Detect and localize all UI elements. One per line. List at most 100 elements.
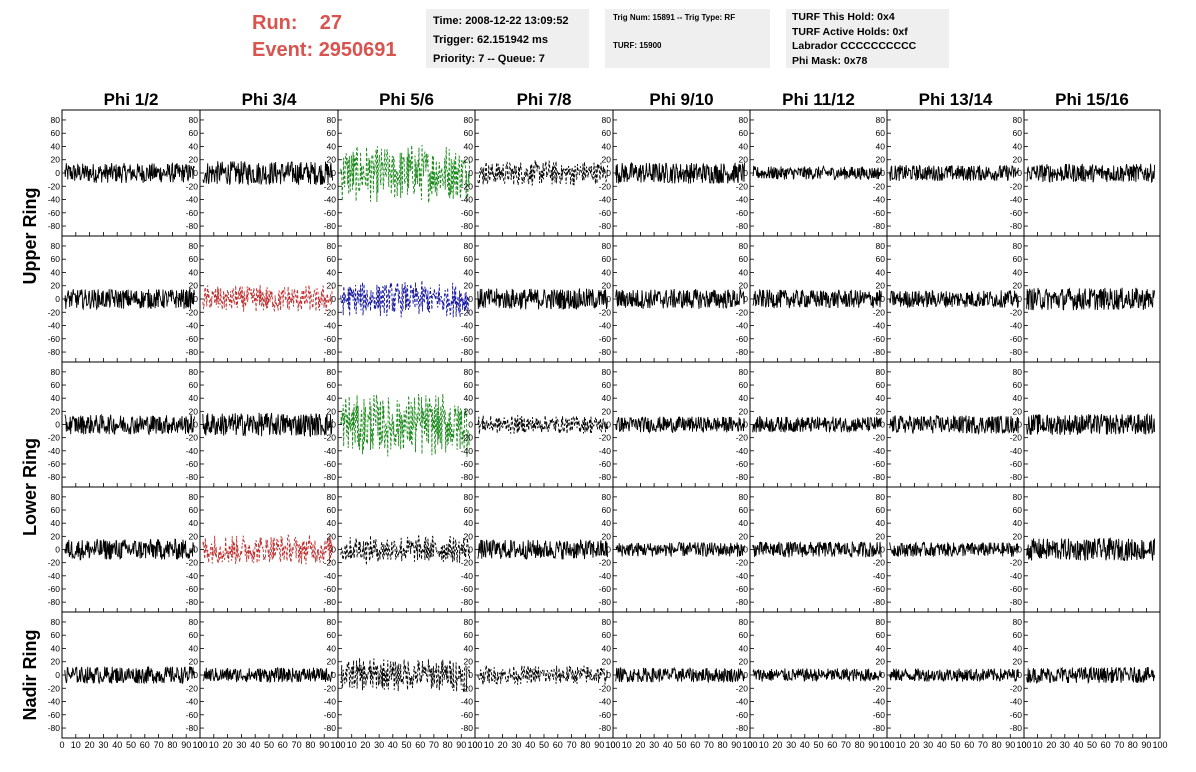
y-tick-label: 60 xyxy=(876,254,886,264)
y-tick-label: -60 xyxy=(324,459,337,469)
x-tick-label: 40 xyxy=(663,740,673,750)
x-tick-label: 100 xyxy=(605,740,620,750)
y-tick-label: 20 xyxy=(739,657,749,667)
x-tick-label: 70 xyxy=(704,740,714,750)
panel-frame xyxy=(337,611,476,739)
y-tick-label: 0 xyxy=(743,294,748,304)
column-header: Phi 3/4 xyxy=(242,90,297,109)
y-tick-label: 60 xyxy=(602,128,612,138)
y-tick-label: 20 xyxy=(464,531,474,541)
y-tick-label: -20 xyxy=(873,307,886,317)
y-tick-label: -40 xyxy=(324,321,337,331)
y-tick-label: -20 xyxy=(186,181,199,191)
y-tick-label: -20 xyxy=(736,307,749,317)
x-tick-label: 30 xyxy=(923,740,933,750)
y-tick-label: -60 xyxy=(873,459,886,469)
y-tick-label: 40 xyxy=(51,643,61,653)
x-tick-label: 100 xyxy=(742,740,757,750)
y-tick-label: -40 xyxy=(599,571,612,581)
y-tick-label: 80 xyxy=(1013,241,1023,251)
y-tick-label: -80 xyxy=(1010,347,1023,357)
ring-label: Upper Ring xyxy=(20,188,40,285)
y-tick-label: -60 xyxy=(48,710,61,720)
x-tick-label: 50 xyxy=(126,740,136,750)
y-tick-label: 40 xyxy=(327,643,337,653)
y-tick-label: 20 xyxy=(51,531,61,541)
x-tick-label: 40 xyxy=(937,740,947,750)
y-tick-label: 0 xyxy=(606,294,611,304)
y-tick-label: 20 xyxy=(327,406,337,416)
y-tick-label: 80 xyxy=(602,367,612,377)
y-tick-label: 40 xyxy=(876,393,886,403)
x-tick-label: 30 xyxy=(1060,740,1070,750)
run-label: Run: xyxy=(252,12,298,34)
y-tick-label: -80 xyxy=(873,723,886,733)
x-tick-label: 0 xyxy=(472,740,477,750)
y-tick-label: -60 xyxy=(461,710,474,720)
y-tick-label: 20 xyxy=(602,281,612,291)
y-tick-label: -80 xyxy=(599,221,612,231)
y-tick-label: 80 xyxy=(189,617,199,627)
y-tick-label: 80 xyxy=(189,492,199,502)
y-tick-label: -80 xyxy=(186,597,199,607)
x-tick-label: 20 xyxy=(1046,740,1056,750)
waveform-trace xyxy=(1026,287,1156,311)
x-tick-label: 70 xyxy=(567,740,577,750)
column-header: Phi 5/6 xyxy=(379,90,434,109)
x-tick-label: 0 xyxy=(1021,740,1026,750)
y-tick-label: 80 xyxy=(51,115,61,125)
y-tick-label: 0 xyxy=(606,420,611,430)
waveform-trace xyxy=(64,413,195,436)
y-tick-label: -80 xyxy=(48,472,61,482)
y-tick-label: -60 xyxy=(186,459,199,469)
y-tick-label: -60 xyxy=(599,459,612,469)
y-tick-label: -80 xyxy=(324,597,337,607)
y-tick-label: 20 xyxy=(327,281,337,291)
y-tick-label: 60 xyxy=(51,128,61,138)
y-tick-label: 60 xyxy=(51,254,61,264)
y-tick-label: -20 xyxy=(324,307,337,317)
y-tick-label: -60 xyxy=(48,584,61,594)
trig-num-text: Trig Num: 15891 -- Trig Type: RF xyxy=(613,13,736,22)
y-tick-label: -80 xyxy=(1010,723,1023,733)
y-tick-label: 60 xyxy=(1013,128,1023,138)
x-tick-label: 10 xyxy=(896,740,906,750)
x-tick-label: 40 xyxy=(250,740,260,750)
y-tick-label: -80 xyxy=(873,472,886,482)
y-tick-label: -80 xyxy=(461,723,474,733)
x-tick-label: 50 xyxy=(1087,740,1097,750)
y-tick-label: 80 xyxy=(739,492,749,502)
y-tick-label: 80 xyxy=(602,241,612,251)
y-tick-label: 60 xyxy=(327,505,337,515)
turf-status-box: TURF This Hold: 0x4 TURF Active Holds: 0… xyxy=(786,9,949,68)
y-tick-label: -80 xyxy=(736,723,749,733)
y-tick-label: -80 xyxy=(324,472,337,482)
y-tick-label: -20 xyxy=(599,683,612,693)
y-tick-label: -40 xyxy=(873,321,886,331)
y-tick-label: -80 xyxy=(599,472,612,482)
x-tick-label: 10 xyxy=(71,740,81,750)
y-tick-label: 0 xyxy=(193,168,198,178)
y-tick-label: -60 xyxy=(599,584,612,594)
x-tick-label: 10 xyxy=(209,740,219,750)
y-tick-label: -40 xyxy=(873,697,886,707)
y-tick-label: -40 xyxy=(48,697,61,707)
y-tick-label: 20 xyxy=(327,657,337,667)
y-tick-label: 40 xyxy=(1013,141,1023,151)
y-tick-label: -60 xyxy=(736,208,749,218)
y-tick-label: -60 xyxy=(186,334,199,344)
waveform-trace xyxy=(340,144,470,203)
y-tick-label: 80 xyxy=(327,492,337,502)
y-tick-label: 20 xyxy=(327,155,337,165)
y-tick-label: 0 xyxy=(193,670,198,680)
y-tick-label: 80 xyxy=(327,367,337,377)
y-tick-label: 40 xyxy=(464,643,474,653)
y-tick-label: 80 xyxy=(1013,367,1023,377)
x-tick-label: 100 xyxy=(467,740,482,750)
y-tick-label: 60 xyxy=(327,128,337,138)
y-tick-label: 20 xyxy=(189,406,199,416)
x-tick-label: 10 xyxy=(759,740,769,750)
y-tick-label: 40 xyxy=(1013,393,1023,403)
priority-text: Priority: 7 -- Queue: 7 xyxy=(433,53,545,65)
column-header: Phi 11/12 xyxy=(782,90,855,109)
